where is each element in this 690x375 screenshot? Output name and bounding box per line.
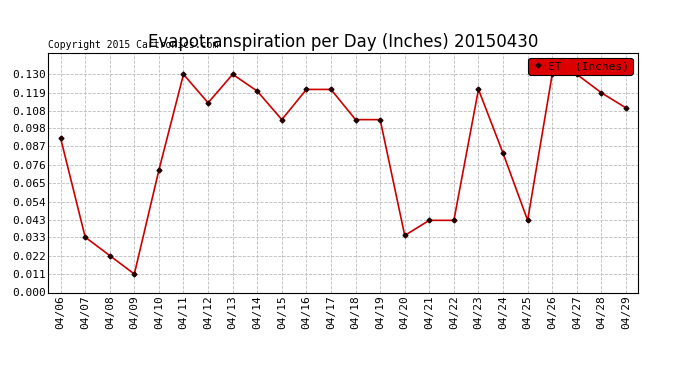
ET  (Inches) [204,100,213,105]
ET  (Inches) [598,90,606,95]
ET  (Inches) [573,72,581,76]
Legend: ET  (Inches): ET (Inches) [529,58,633,75]
Text: Copyright 2015 Cartronics.com: Copyright 2015 Cartronics.com [48,40,219,50]
ET  (Inches) [548,72,556,76]
ET  (Inches) [376,117,384,122]
ET  (Inches) [106,254,114,258]
ET  (Inches) [524,218,532,223]
ET  (Inches) [228,72,237,76]
ET  (Inches) [130,272,139,276]
ET  (Inches) [499,151,507,156]
ET  (Inches) [401,233,409,238]
Title: Evapotranspiration per Day (Inches) 20150430: Evapotranspiration per Day (Inches) 2015… [148,33,538,51]
ET  (Inches) [302,87,311,92]
ET  (Inches) [450,218,458,223]
ET  (Inches) [622,106,630,110]
ET  (Inches) [277,117,286,122]
ET  (Inches) [351,117,359,122]
ET  (Inches) [425,218,433,223]
ET  (Inches) [474,87,482,92]
ET  (Inches) [57,136,65,140]
ET  (Inches) [81,235,89,239]
Line: ET  (Inches): ET (Inches) [59,73,628,276]
ET  (Inches) [253,89,262,93]
ET  (Inches) [179,72,188,76]
ET  (Inches) [327,87,335,92]
ET  (Inches) [155,168,163,172]
